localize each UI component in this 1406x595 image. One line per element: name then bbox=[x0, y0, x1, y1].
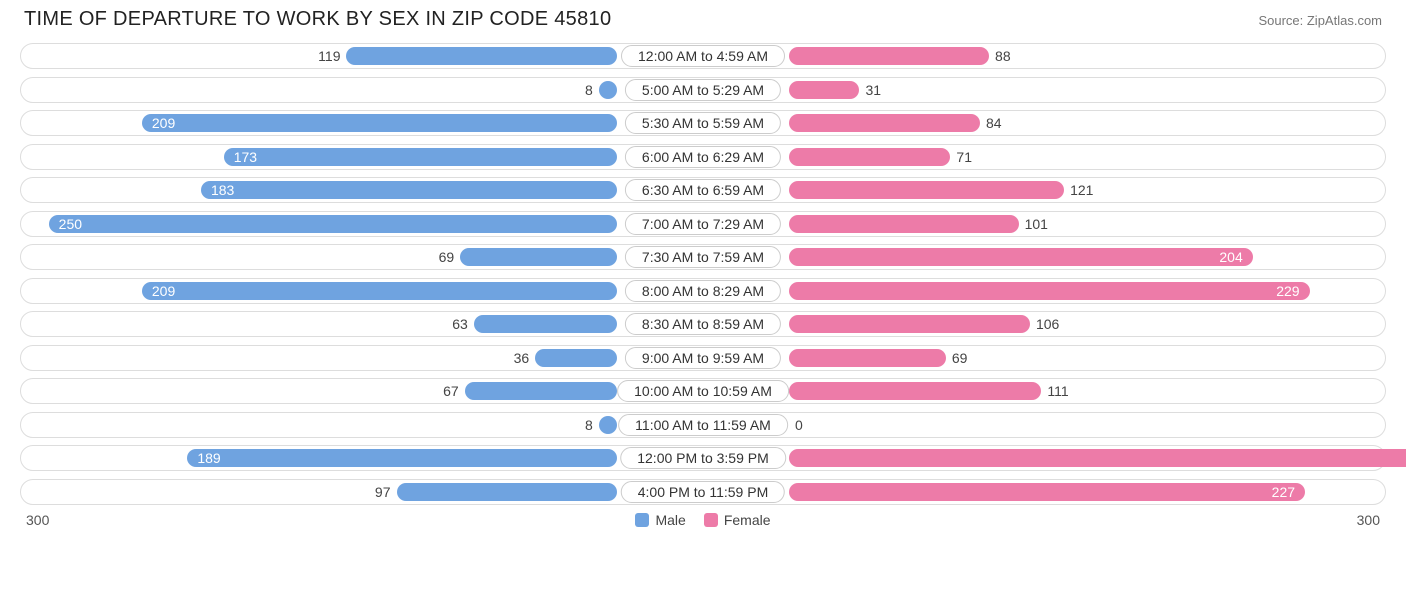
bar-row: 69 204 7:30 AM to 7:59 AM bbox=[20, 244, 1386, 270]
diverging-bar-chart: 119 88 12:00 AM to 4:59 AM 8 31 5:00 AM to 5:… bbox=[20, 43, 1386, 505]
male-value: 8 bbox=[549, 413, 599, 437]
male-value: 67 bbox=[415, 379, 465, 403]
male-bar: 173 bbox=[224, 148, 617, 166]
category-label: 8:00 AM to 8:29 AM bbox=[625, 280, 781, 302]
female-bar bbox=[789, 181, 1064, 199]
male-bar bbox=[465, 382, 617, 400]
male-bar: 189 bbox=[187, 449, 617, 467]
female-bar: 204 bbox=[789, 248, 1253, 266]
female-value: 101 bbox=[1019, 212, 1069, 236]
male-value: 209 bbox=[142, 282, 185, 300]
male-value: 97 bbox=[347, 480, 397, 504]
male-value: 250 bbox=[49, 215, 92, 233]
category-label: 6:00 AM to 6:29 AM bbox=[625, 146, 781, 168]
female-value: 0 bbox=[789, 413, 839, 437]
square-icon bbox=[635, 513, 649, 527]
category-label: 7:30 AM to 7:59 AM bbox=[625, 246, 781, 268]
male-value: 63 bbox=[424, 312, 474, 336]
female-bar bbox=[789, 349, 946, 367]
male-value: 69 bbox=[410, 245, 460, 269]
category-label: 4:00 PM to 11:59 PM bbox=[621, 481, 785, 503]
female-bar bbox=[789, 215, 1019, 233]
bar-row: 63 106 8:30 AM to 8:59 AM bbox=[20, 311, 1386, 337]
female-value: 31 bbox=[859, 78, 909, 102]
male-value: 209 bbox=[142, 114, 185, 132]
female-bar bbox=[789, 148, 950, 166]
bar-row: 97 227 4:00 PM to 11:59 PM bbox=[20, 479, 1386, 505]
axis-right-max: 300 bbox=[1357, 512, 1380, 528]
female-bar: 295 bbox=[789, 449, 1406, 467]
bar-row: 209 84 5:30 AM to 5:59 AM bbox=[20, 110, 1386, 136]
axis-left-max: 300 bbox=[26, 512, 49, 528]
male-bar bbox=[535, 349, 617, 367]
female-bar bbox=[789, 114, 980, 132]
female-bar: 227 bbox=[789, 483, 1305, 501]
category-label: 7:00 AM to 7:29 AM bbox=[625, 213, 781, 235]
female-bar bbox=[789, 315, 1030, 333]
female-value: 84 bbox=[980, 111, 1030, 135]
category-label: 5:00 AM to 5:29 AM bbox=[625, 79, 781, 101]
bar-row: 8 31 5:00 AM to 5:29 AM bbox=[20, 77, 1386, 103]
legend-item-female: Female bbox=[704, 512, 771, 528]
bar-row: 209 229 8:00 AM to 8:29 AM bbox=[20, 278, 1386, 304]
male-bar bbox=[599, 81, 617, 99]
female-value: 69 bbox=[946, 346, 996, 370]
legend-label: Male bbox=[655, 512, 685, 528]
bar-row: 36 69 9:00 AM to 9:59 AM bbox=[20, 345, 1386, 371]
female-value: 111 bbox=[1041, 379, 1091, 403]
category-label: 12:00 PM to 3:59 PM bbox=[620, 447, 786, 469]
legend-item-male: Male bbox=[635, 512, 685, 528]
female-value: 88 bbox=[989, 44, 1039, 68]
male-bar bbox=[397, 483, 618, 501]
bar-row: 18929512:00 PM to 3:59 PM bbox=[20, 445, 1386, 471]
category-label: 9:00 AM to 9:59 AM bbox=[625, 347, 781, 369]
male-value: 119 bbox=[296, 44, 346, 68]
male-value: 189 bbox=[187, 449, 230, 467]
female-value: 204 bbox=[1209, 248, 1252, 266]
chart-title: TIME OF DEPARTURE TO WORK BY SEX IN ZIP … bbox=[24, 8, 611, 31]
female-bar bbox=[789, 81, 859, 99]
male-value: 173 bbox=[224, 148, 267, 166]
male-bar: 183 bbox=[201, 181, 617, 199]
bar-row: 173 71 6:00 AM to 6:29 AM bbox=[20, 144, 1386, 170]
female-value: 229 bbox=[1266, 282, 1309, 300]
male-value: 36 bbox=[485, 346, 535, 370]
female-bar bbox=[789, 47, 989, 65]
category-label: 10:00 AM to 10:59 AM bbox=[617, 380, 789, 402]
square-icon bbox=[704, 513, 718, 527]
category-label: 11:00 AM to 11:59 AM bbox=[618, 414, 788, 436]
category-label: 6:30 AM to 6:59 AM bbox=[625, 179, 781, 201]
female-value: 106 bbox=[1030, 312, 1080, 336]
category-label: 8:30 AM to 8:59 AM bbox=[625, 313, 781, 335]
female-bar bbox=[789, 382, 1041, 400]
female-bar: 229 bbox=[789, 282, 1310, 300]
male-bar bbox=[474, 315, 617, 333]
male-value: 183 bbox=[201, 181, 244, 199]
male-bar: 209 bbox=[142, 282, 617, 300]
female-value: 71 bbox=[950, 145, 1000, 169]
male-bar: 250 bbox=[49, 215, 617, 233]
female-value: 121 bbox=[1064, 178, 1114, 202]
legend: Male Female bbox=[635, 512, 770, 528]
bar-row: 183 121 6:30 AM to 6:59 AM bbox=[20, 177, 1386, 203]
bar-row: 8 011:00 AM to 11:59 AM bbox=[20, 412, 1386, 438]
male-bar bbox=[346, 47, 617, 65]
male-bar bbox=[460, 248, 617, 266]
chart-source: Source: ZipAtlas.com bbox=[1258, 13, 1382, 28]
legend-label: Female bbox=[724, 512, 771, 528]
bar-row: 250 101 7:00 AM to 7:29 AM bbox=[20, 211, 1386, 237]
male-bar bbox=[599, 416, 617, 434]
bar-row: 119 88 12:00 AM to 4:59 AM bbox=[20, 43, 1386, 69]
category-label: 5:30 AM to 5:59 AM bbox=[625, 112, 781, 134]
bar-row: 67 111 10:00 AM to 10:59 AM bbox=[20, 378, 1386, 404]
female-value: 227 bbox=[1262, 483, 1305, 501]
male-value: 8 bbox=[549, 78, 599, 102]
male-bar: 209 bbox=[142, 114, 617, 132]
category-label: 12:00 AM to 4:59 AM bbox=[621, 45, 785, 67]
